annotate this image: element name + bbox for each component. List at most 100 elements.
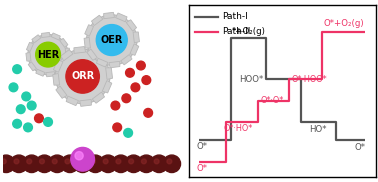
Polygon shape [63, 58, 70, 67]
Polygon shape [92, 92, 105, 103]
Text: O*·HO*: O*·HO* [224, 124, 253, 133]
Circle shape [10, 155, 28, 173]
Circle shape [23, 155, 40, 173]
Text: HOO*: HOO* [239, 75, 263, 84]
Text: Path-II: Path-II [222, 27, 250, 36]
Circle shape [61, 155, 79, 173]
Text: O*·HOO*: O*·HOO* [291, 75, 327, 84]
Polygon shape [51, 33, 60, 40]
Circle shape [24, 123, 33, 132]
Circle shape [113, 123, 122, 132]
Circle shape [99, 155, 117, 173]
Circle shape [122, 94, 131, 103]
Text: ORR: ORR [71, 72, 94, 81]
Circle shape [87, 15, 137, 65]
Polygon shape [80, 100, 91, 106]
Circle shape [1, 159, 6, 164]
Circle shape [103, 159, 108, 164]
Polygon shape [130, 44, 139, 55]
Circle shape [144, 108, 152, 117]
Polygon shape [36, 69, 45, 76]
Polygon shape [133, 32, 139, 43]
Circle shape [52, 159, 57, 164]
Text: O*: O* [197, 164, 208, 173]
Text: *+O₂(g): *+O₂(g) [232, 27, 266, 36]
Polygon shape [84, 37, 90, 48]
Circle shape [71, 147, 94, 171]
Circle shape [163, 155, 181, 173]
Polygon shape [102, 81, 112, 93]
Circle shape [125, 68, 134, 77]
Circle shape [138, 155, 155, 173]
Circle shape [90, 159, 95, 164]
Polygon shape [53, 74, 60, 85]
Polygon shape [109, 61, 120, 68]
Text: O*·O*: O*·O* [260, 96, 284, 105]
Polygon shape [55, 66, 64, 74]
Circle shape [75, 69, 90, 84]
Circle shape [44, 118, 53, 126]
Text: HER: HER [37, 50, 59, 60]
Circle shape [167, 159, 172, 164]
Circle shape [116, 159, 121, 164]
Circle shape [36, 42, 60, 67]
Polygon shape [26, 42, 34, 52]
Circle shape [111, 101, 120, 110]
Polygon shape [106, 68, 113, 79]
Circle shape [13, 65, 22, 74]
Text: O*+O₂(g): O*+O₂(g) [323, 19, 364, 29]
Polygon shape [56, 86, 67, 98]
Polygon shape [65, 48, 70, 57]
Circle shape [136, 61, 145, 70]
Circle shape [55, 49, 110, 104]
Circle shape [0, 155, 15, 173]
Polygon shape [87, 49, 97, 60]
Polygon shape [98, 55, 110, 67]
Circle shape [65, 159, 70, 164]
Circle shape [13, 119, 22, 128]
Text: HO*: HO* [310, 125, 327, 134]
Circle shape [96, 25, 127, 56]
Circle shape [27, 101, 36, 110]
Circle shape [40, 159, 45, 164]
Circle shape [14, 159, 19, 164]
Polygon shape [66, 96, 79, 106]
Circle shape [74, 155, 91, 173]
Circle shape [87, 155, 104, 173]
Circle shape [42, 49, 54, 60]
Polygon shape [32, 35, 41, 43]
Circle shape [35, 114, 43, 123]
Text: O*: O* [197, 142, 208, 151]
Polygon shape [60, 38, 68, 48]
Polygon shape [26, 52, 31, 61]
Text: O*: O* [354, 143, 365, 152]
Circle shape [141, 159, 146, 164]
Circle shape [142, 76, 151, 84]
Circle shape [22, 92, 31, 101]
Circle shape [48, 155, 66, 173]
Text: OER: OER [101, 35, 123, 45]
Circle shape [129, 159, 133, 164]
Polygon shape [61, 50, 73, 61]
Polygon shape [104, 12, 115, 19]
Polygon shape [91, 15, 103, 25]
Circle shape [9, 83, 18, 92]
Circle shape [150, 155, 168, 173]
Circle shape [131, 83, 140, 92]
Circle shape [154, 159, 159, 164]
Circle shape [66, 60, 99, 93]
Polygon shape [96, 58, 108, 67]
Circle shape [124, 128, 133, 137]
Polygon shape [46, 72, 54, 77]
Polygon shape [121, 55, 132, 65]
Polygon shape [42, 32, 50, 37]
Circle shape [28, 34, 68, 75]
Circle shape [78, 159, 83, 164]
Circle shape [75, 152, 83, 160]
Circle shape [36, 155, 53, 173]
Polygon shape [85, 25, 94, 36]
Polygon shape [74, 47, 85, 53]
Polygon shape [87, 47, 99, 57]
Text: Path-I: Path-I [222, 13, 248, 21]
Circle shape [16, 105, 25, 114]
